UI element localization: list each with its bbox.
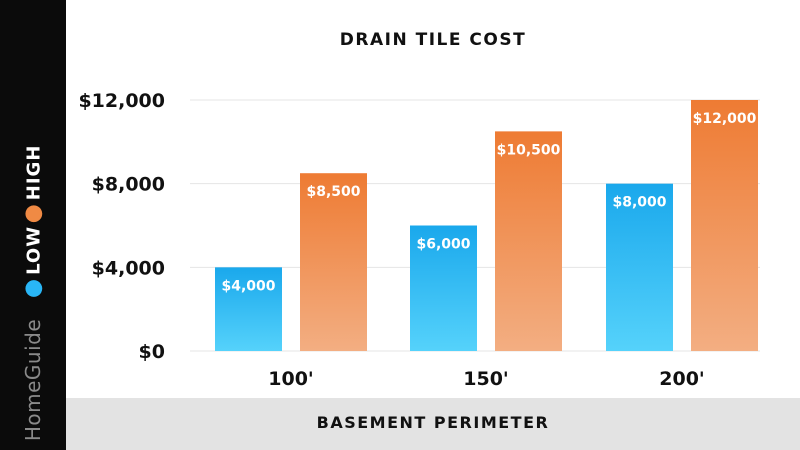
x-tick-label: 150': [463, 368, 508, 390]
x-tick-label: 100': [268, 368, 313, 390]
sidebar: ●HIGH ●LOW HomeGuide: [0, 0, 66, 450]
data-label: $6,000: [416, 237, 470, 253]
bar-low: [215, 267, 282, 351]
y-tick-label: $8,000: [92, 174, 165, 196]
bar-high: [300, 173, 367, 351]
y-tick-label: $12,000: [78, 90, 165, 112]
bar-high: [691, 100, 758, 351]
data-label: $12,000: [693, 111, 757, 127]
y-tick-label: $0: [139, 341, 165, 363]
data-label: $8,000: [612, 195, 666, 211]
x-axis-label: BASEMENT PERIMETER: [316, 413, 550, 432]
bar-low: [606, 183, 673, 351]
y-tick-label: $4,000: [92, 257, 165, 279]
bar-low: [410, 225, 477, 351]
bar-high: [495, 131, 562, 351]
data-label: $8,500: [306, 184, 360, 200]
x-axis-footer: BASEMENT PERIMETER: [66, 398, 800, 450]
x-tick-label: 200': [659, 368, 704, 390]
chart-title: DRAIN TILE COST: [339, 30, 527, 50]
data-label: $10,500: [497, 142, 561, 158]
data-label: $4,000: [221, 278, 275, 294]
